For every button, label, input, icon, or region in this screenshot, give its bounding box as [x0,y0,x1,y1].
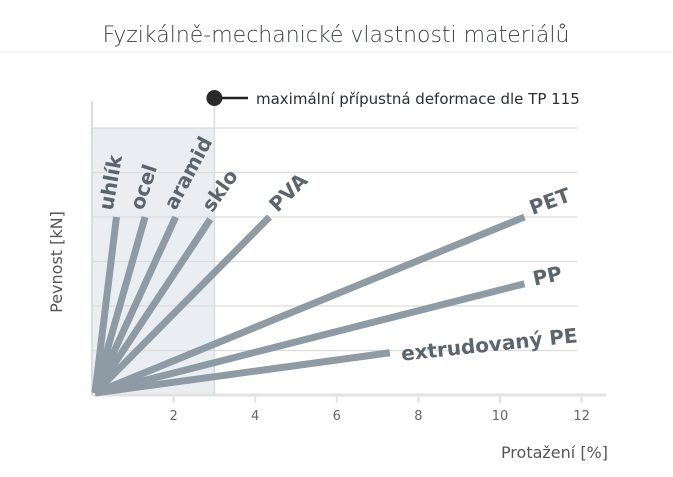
series-line-1 [91,216,149,394]
series-line-2 [91,215,179,395]
chart-title: Fyzikálně-mechanické vlastnosti materiál… [103,23,570,48]
y-axis-label: Pevnost [kN] [47,211,66,313]
series-line-3 [92,217,214,395]
series-label: PET [526,183,574,220]
marker-label: maximální přípustná deformace dle TP 115 [256,90,580,108]
x-tick-label: 8 [414,409,422,424]
series-label: PVA [264,168,313,217]
series-line-0 [91,216,120,394]
series-label: PP [531,261,565,291]
series-line-4 [92,214,272,396]
series-line-5 [93,213,526,397]
x-tick-label: 6 [333,409,341,424]
x-tick-label: 2 [169,409,177,424]
series-label: extrudovaný PE [400,323,579,365]
x-tick-label: 12 [573,409,590,424]
series-line-6 [94,280,526,397]
marker-dot [206,90,223,106]
series-line-7 [94,349,391,397]
x-tick-label: 10 [492,409,509,424]
x-axis-label: Protažení [%] [501,443,608,462]
x-tick-label: 4 [251,409,259,424]
